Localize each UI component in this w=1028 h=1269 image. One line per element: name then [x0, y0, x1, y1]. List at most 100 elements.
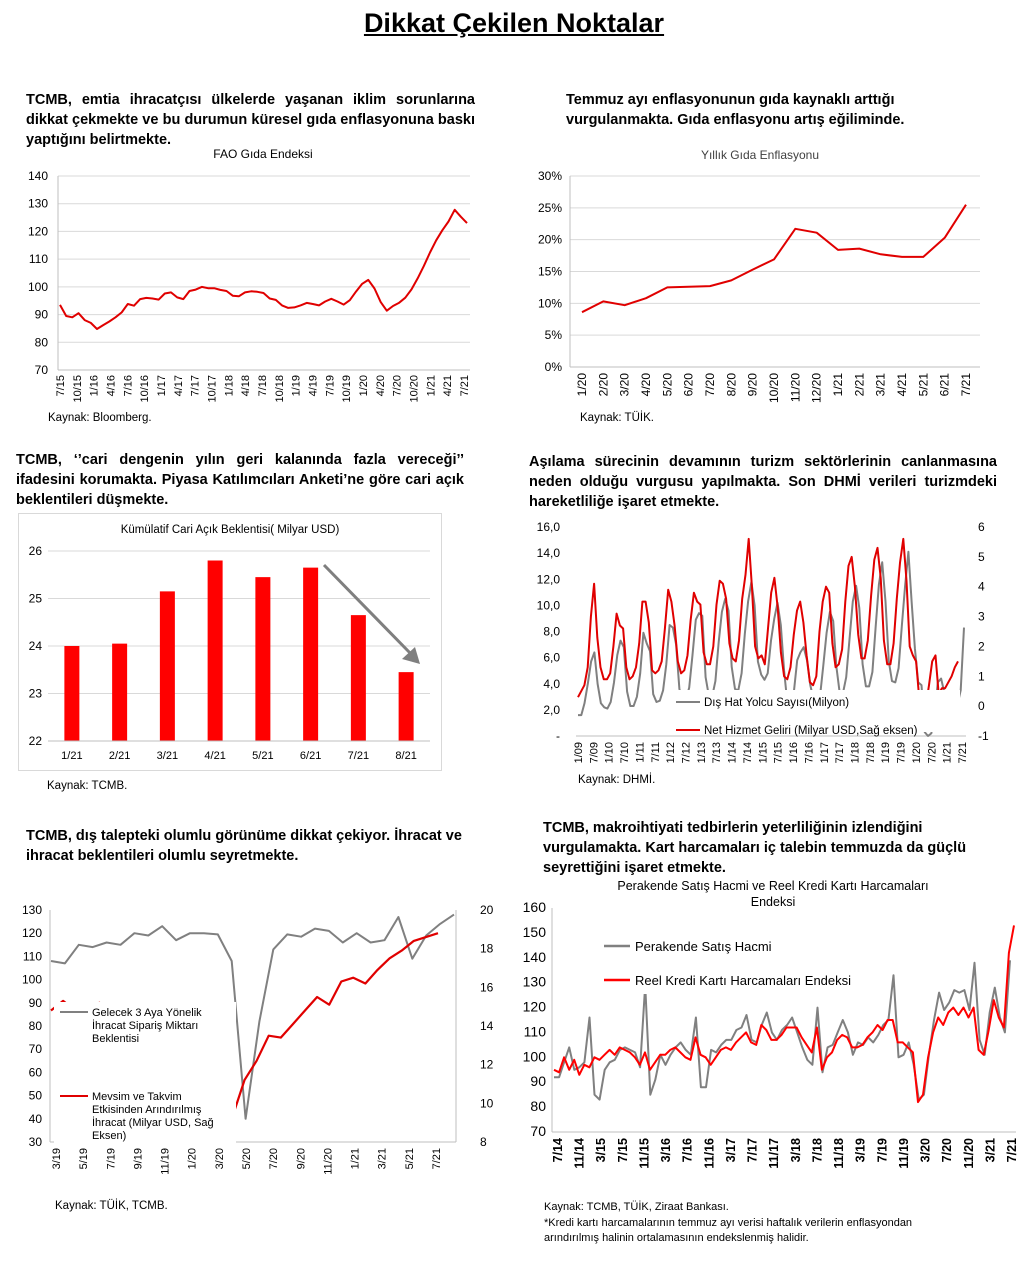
legend-label: Beklentisi — [92, 1033, 139, 1045]
bar — [398, 672, 414, 741]
x-tick-label: 1/20 — [911, 742, 923, 763]
y-tick-label: 15% — [538, 265, 562, 279]
x-tick-label: 7/18 — [865, 742, 877, 763]
y-tick-label: 100 — [22, 973, 42, 987]
x-tick-label: 8/20 — [724, 373, 738, 397]
x-tick-label: 7/15 — [773, 742, 785, 763]
trend-arrow-head — [402, 647, 420, 664]
x-tick-label: 6/21 — [300, 750, 321, 762]
chart-title: Perakende Satış Hacmi ve Reel Kredi Kart… — [617, 879, 928, 893]
x-tick-label: 7/14 — [551, 1138, 565, 1162]
x-tick-label: 3/20 — [618, 373, 632, 397]
y-tick-label: 140 — [523, 949, 547, 965]
x-tick-label: 7/17 — [834, 742, 846, 763]
legend-label: Etkisinden Arındırılmış — [92, 1104, 202, 1116]
x-tick-label: 1/19 — [880, 742, 892, 763]
x-tick-label: 1/13 — [696, 742, 708, 763]
bar — [303, 567, 319, 741]
y-tick-label: 60 — [29, 1065, 43, 1079]
y-tick-label: 80 — [530, 1098, 546, 1114]
y-tick-label: 30% — [538, 169, 562, 183]
y-tick-label: 25% — [538, 201, 562, 215]
y-tick-label: 80 — [29, 1019, 43, 1033]
x-tick-label: 1/14 — [727, 742, 739, 763]
y2-tick-label: 16 — [480, 980, 494, 994]
y-tick-label: 130 — [22, 903, 42, 917]
legend-label: Eksen) — [92, 1130, 126, 1142]
x-tick-label: 10/16 — [139, 375, 151, 403]
retail-volume-line — [554, 960, 1011, 1101]
x-tick-label: 4/20 — [639, 373, 653, 397]
x-tick-label: 3/21 — [874, 373, 888, 397]
footnote-line-1: *Kredi kartı harcamalarının temmuz ayı v… — [544, 1217, 913, 1229]
x-tick-label: 5/21 — [252, 750, 273, 762]
x-tick-label: 7/15 — [55, 375, 67, 396]
y2-tick-label: 1 — [978, 669, 985, 683]
y-tick-label: 140 — [28, 169, 48, 183]
section-2-text: Temmuz ayı enflasyonunun gıda kaynaklı a… — [566, 92, 905, 128]
x-tick-label: 2/21 — [852, 373, 866, 397]
y2-tick-label: -1 — [978, 729, 989, 743]
x-tick-label: 5/20 — [241, 1148, 253, 1169]
annual-food-inflation-chart: Yıllık Gıda Enflasyonu 0% 5% 10% 15% 20% 25% 30… — [538, 148, 980, 403]
x-tick-label: 3/19 — [51, 1148, 63, 1169]
legend-label: Net Hizmet Geliri (Milyar USD,Sağ eksen) — [704, 725, 918, 737]
x-tick-label: 3/17 — [724, 1138, 738, 1162]
bar — [207, 560, 223, 741]
x-tick-label: 11/20 — [322, 1148, 334, 1175]
x-tick-label: 1/21 — [942, 742, 954, 763]
fao-index-line — [59, 208, 468, 330]
x-tick-label: 7/20 — [703, 373, 717, 397]
x-tick-label: 4/16 — [106, 375, 118, 396]
y-tick-label: 24 — [29, 639, 43, 653]
y-tick-label: 120 — [22, 926, 42, 940]
x-tick-label: 1/16 — [788, 742, 800, 763]
x-tick-label: 7/21 — [959, 373, 973, 397]
y-tick-label: 14,0 — [537, 546, 561, 560]
y-tick-label: 100 — [28, 280, 48, 294]
x-tick-label: 11/20 — [788, 373, 802, 402]
legend-label: İhracat (Milyar USD, Sağ — [92, 1116, 214, 1129]
x-tick-label: 3/21 — [377, 1148, 389, 1169]
passenger-line — [578, 550, 965, 737]
x-tick-label: 7/18 — [257, 375, 269, 396]
y-tick-label: 80 — [35, 335, 49, 349]
x-tick-label: 7/11 — [650, 742, 662, 763]
chart-title: FAO Gıda Endeksi — [213, 147, 312, 161]
y-tick-label: 25 — [29, 592, 43, 606]
y-tick-label: 110 — [29, 252, 48, 266]
x-tick-label: 10/20 — [767, 373, 781, 403]
x-tick-label: 9/20 — [746, 373, 760, 397]
y-tick-label: 130 — [28, 197, 48, 211]
x-tick-label: 7/21 — [431, 1148, 443, 1169]
order-expectation-line — [50, 913, 455, 1120]
section-5-text: TCMB, dış talepteki olumlu görünüme dikk… — [26, 828, 462, 864]
chart-border — [18, 513, 442, 771]
y-tick-label: 30 — [29, 1135, 43, 1149]
x-tick-label: 7/17 — [746, 1138, 760, 1162]
x-tick-label: 4/17 — [173, 375, 185, 396]
x-tick-label: 3/18 — [789, 1138, 803, 1162]
y2-tick-label: 5 — [978, 550, 985, 564]
x-tick-label: 4/20 — [375, 375, 387, 396]
x-tick-label: 1/17 — [156, 375, 168, 396]
x-tick-label: 7/20 — [392, 375, 404, 396]
x-tick-label: 7/21 — [1005, 1138, 1019, 1162]
x-tick-label: 1/21 — [350, 1148, 362, 1169]
x-tick-label: 7/15 — [616, 1138, 630, 1162]
y-tick-label: 70 — [29, 1042, 43, 1056]
y-tick-label: 160 — [523, 899, 547, 915]
x-tick-label: 11/19 — [897, 1138, 911, 1169]
footnote-line-2: arındırılmış halinin ortalamasının endek… — [544, 1232, 809, 1244]
y-tick-label: 22 — [29, 734, 43, 748]
x-tick-label: 7/21 — [957, 742, 969, 763]
x-tick-label: 7/21 — [459, 375, 471, 396]
x-tick-label: 5/21 — [404, 1148, 416, 1169]
y2-tick-label: 12 — [480, 1058, 494, 1072]
x-tick-label: 12/20 — [810, 373, 824, 403]
x-tick-label: 10/15 — [72, 375, 84, 403]
x-tick-label: 1/10 — [604, 742, 616, 763]
x-tick-label: 7/20 — [926, 742, 938, 763]
section-6-text: TCMB, makroihtiyati tedbirlerin yeterlil… — [543, 820, 967, 876]
y-tick-label: 6,0 — [543, 651, 560, 665]
